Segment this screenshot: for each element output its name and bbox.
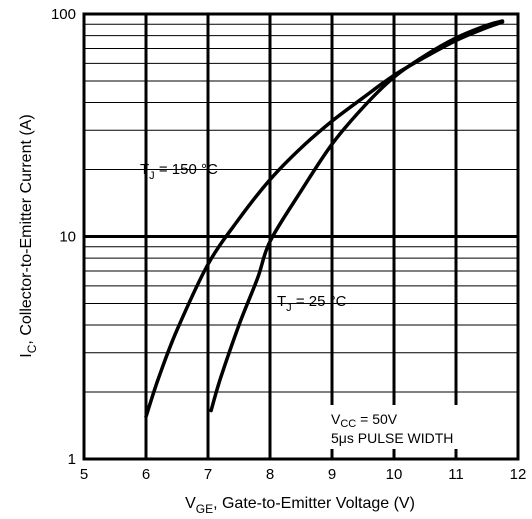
x-tick-label: 10	[386, 466, 403, 483]
x-axis-label: VGE, Gate-to-Emitter Voltage (V)	[185, 495, 415, 516]
grid	[82, 12, 520, 461]
x-tick-label: 8	[266, 466, 274, 483]
x-tick-label: 6	[142, 466, 150, 483]
series-label-150c: TJ = 150 °C	[140, 161, 218, 182]
tick-labels: 5 6 7 8 9 10 11 12 1 10 100	[51, 6, 526, 483]
x-tick-label: 12	[510, 466, 527, 483]
y-tick-label: 100	[51, 6, 76, 23]
y-tick-label: 1	[68, 451, 76, 468]
x-tick-label: 9	[328, 466, 336, 483]
y-axis-label: IC, Collector-to-Emitter Current (A)	[18, 114, 39, 357]
x-tick-label: 11	[448, 466, 464, 483]
plot-frame	[82, 12, 520, 461]
annotation-background	[327, 405, 502, 449]
annotation-vcc: VCC = 50V	[331, 411, 398, 430]
x-tick-label: 5	[80, 466, 88, 483]
series-line-1	[209, 19, 505, 413]
annotation-pulse-width: 5μs PULSE WIDTH	[331, 430, 453, 446]
series-label-25c: TJ = 25 °C	[277, 293, 347, 314]
x-tick-label: 7	[204, 466, 212, 483]
curves	[144, 19, 505, 419]
series-line-0	[144, 20, 505, 419]
y-tick-label: 10	[59, 229, 76, 246]
